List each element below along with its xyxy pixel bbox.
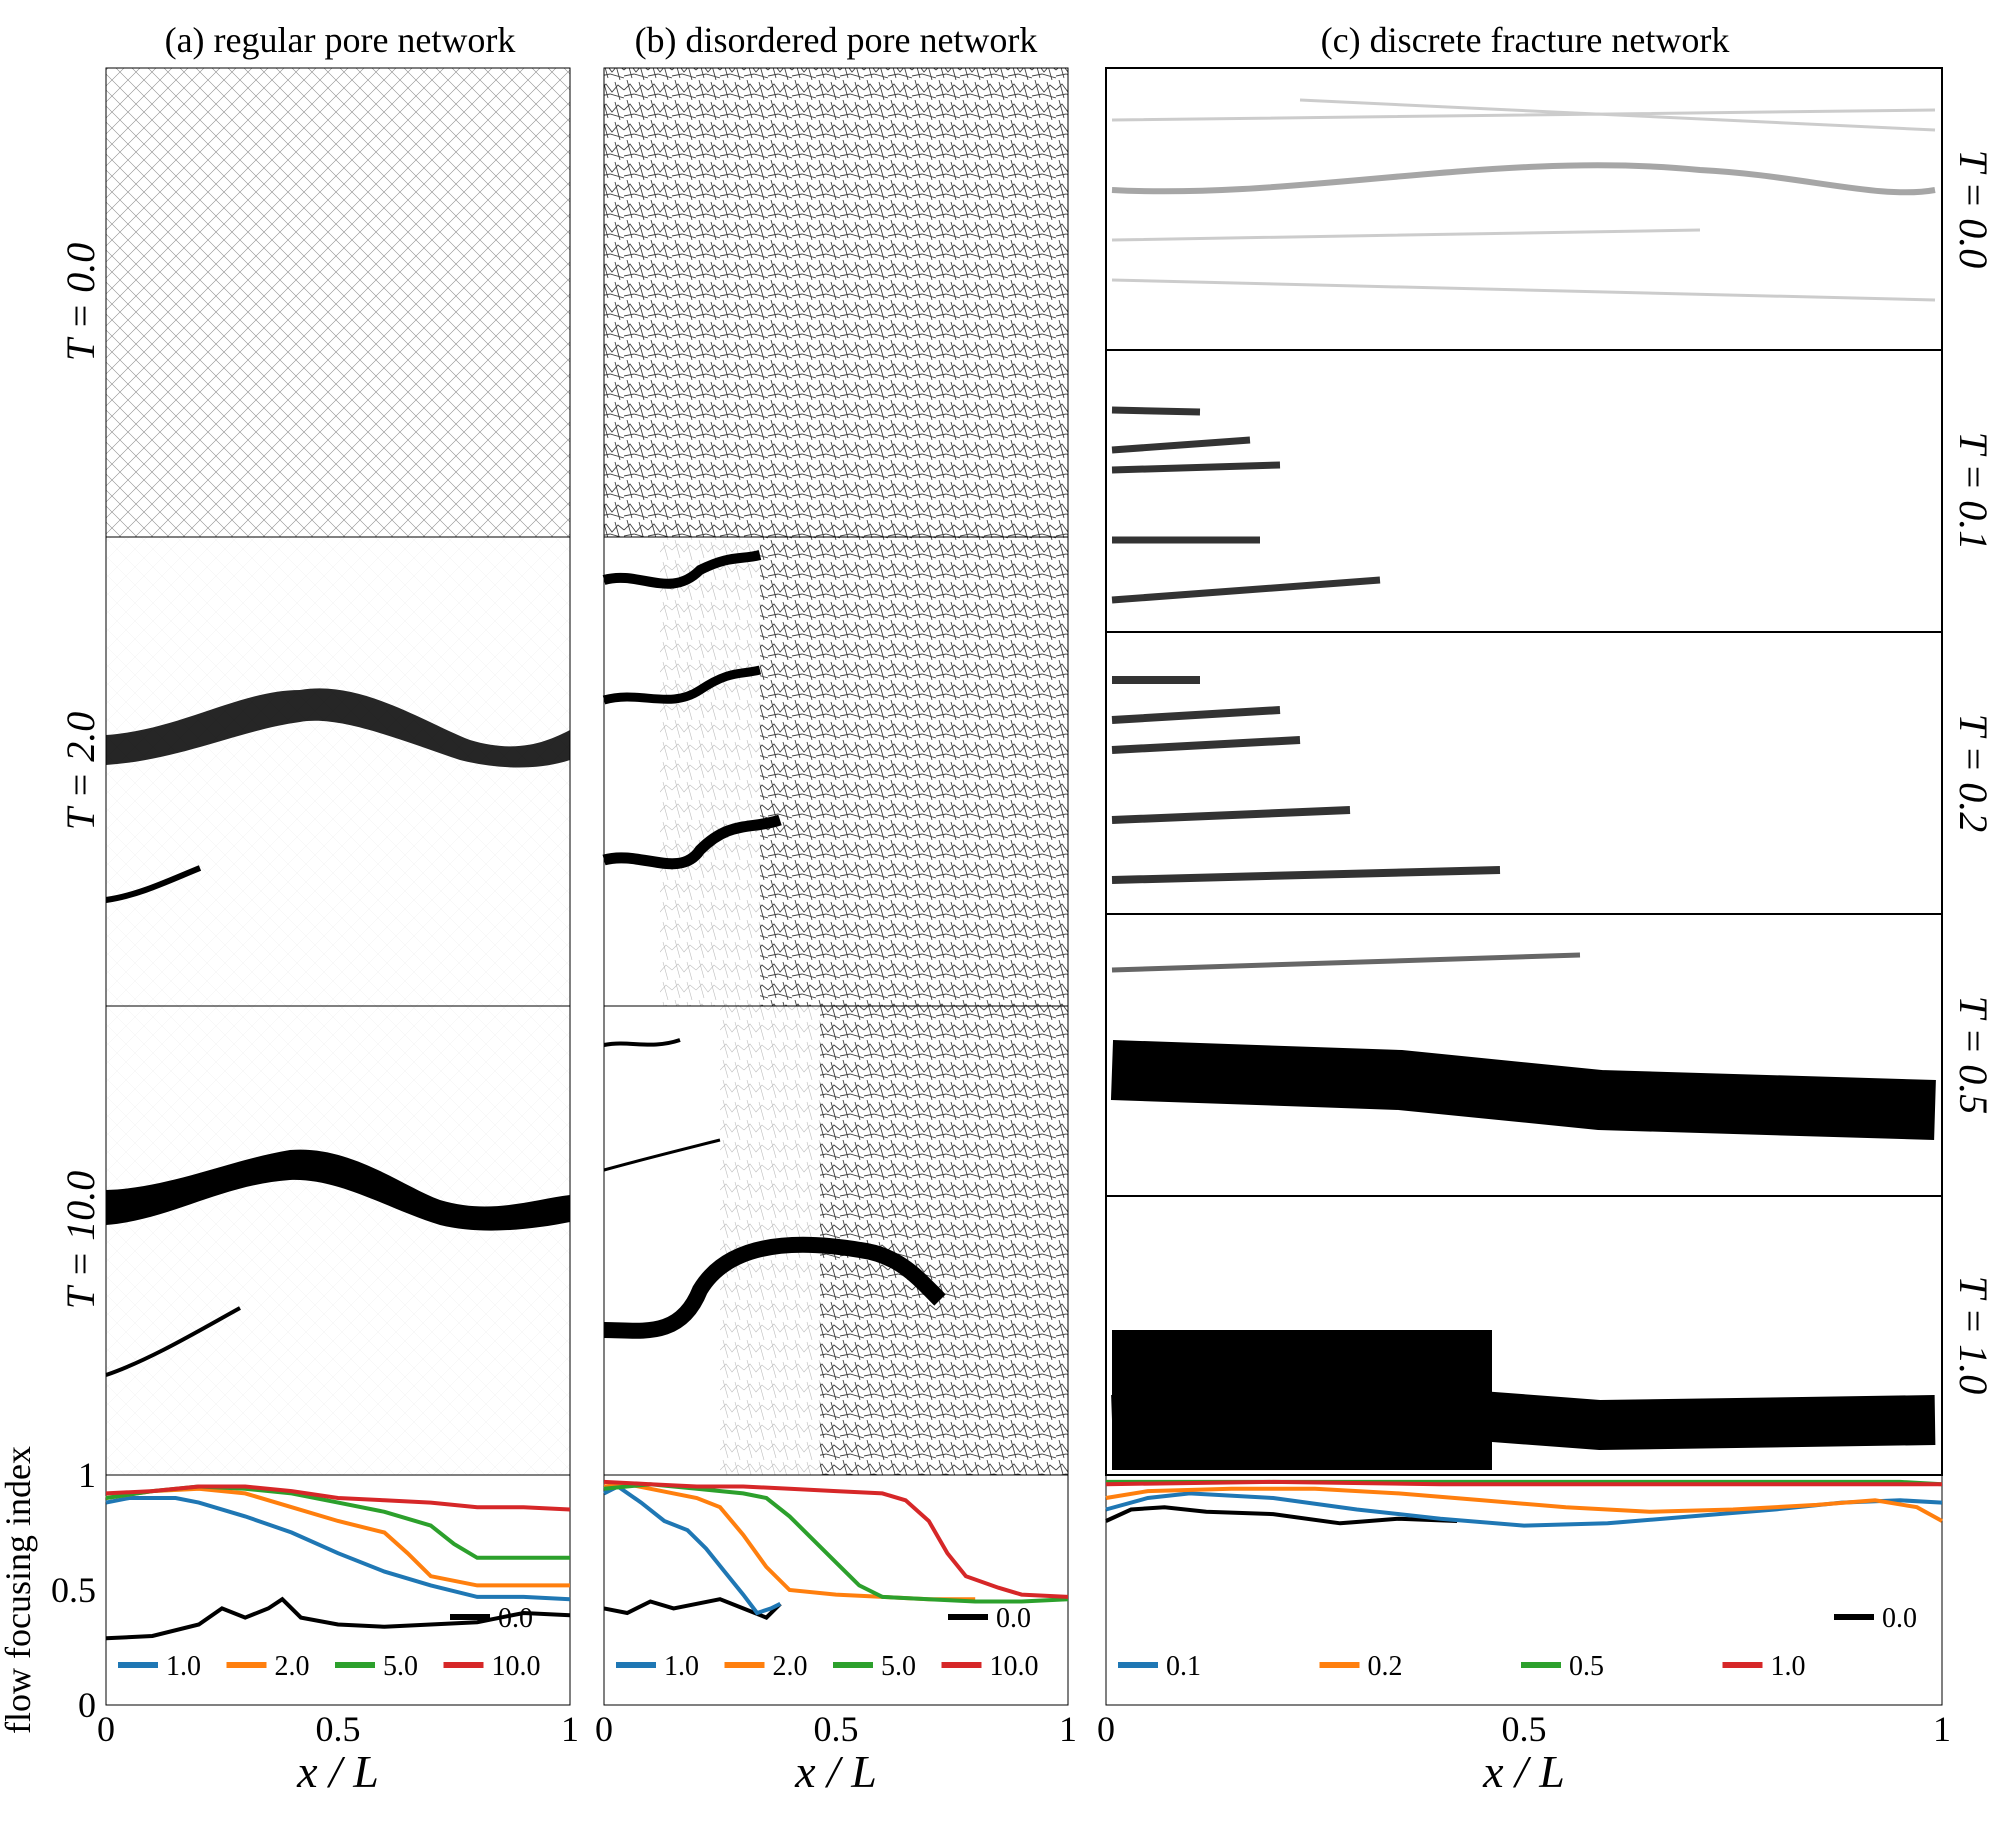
legend-label-c-0: 0.0 (1882, 1603, 1917, 1634)
series-line-a-4 (105, 1484, 571, 1512)
x-axis-label-a: x / L (296, 1746, 379, 1797)
row-label-a-1: T = 2.0 (58, 712, 103, 831)
column-title-b: (b) disordered pore network (635, 20, 1038, 60)
y-tick-0: 0 (78, 1685, 96, 1725)
series-line-a-0 (105, 1596, 571, 1641)
row-label-c-3: T = 0.5 (1951, 996, 1996, 1115)
series-line-b-4 (603, 1479, 1069, 1599)
x-tick-a-1: 0.5 (316, 1709, 361, 1749)
panel-b-t0 (603, 67, 1069, 538)
series-line-a-1 (105, 1496, 571, 1602)
panel-c-images (1105, 67, 1943, 1476)
panel-a-t10 (105, 1005, 571, 1476)
legend-label-b-1: 1.0 (664, 1651, 699, 1682)
legend-label-a-1: 1.0 (166, 1651, 201, 1682)
row-label-a-0: T = 0.0 (58, 243, 103, 362)
row-label-c-4: T = 1.0 (1951, 1276, 1996, 1395)
legend-label-c-2: 0.2 (1368, 1651, 1403, 1682)
series-line-c-2 (1105, 1486, 1943, 1523)
y-tick-2: 1 (78, 1455, 96, 1495)
legend-label-a-2: 2.0 (275, 1651, 310, 1682)
row-label-a-2: T = 10.0 (58, 1171, 103, 1310)
legend-label-b-4: 10.0 (990, 1651, 1039, 1682)
row-labels-a: T = 0.0 T = 2.0 T = 10.0 (58, 243, 103, 1310)
legend-label-b-3: 5.0 (881, 1651, 916, 1682)
series-line-c-1 (1105, 1491, 1943, 1528)
x-tick-c-2: 1 (1933, 1709, 1951, 1749)
column-title-c: (c) discrete fracture network (1321, 20, 1730, 60)
row-label-c-2: T = 0.2 (1951, 714, 1996, 833)
legend-label-c-4: 1.0 (1771, 1651, 1806, 1682)
series-line-c-0 (1105, 1505, 1458, 1526)
x-tick-c-1: 0.5 (1502, 1709, 1547, 1749)
chart-b-frame (603, 1474, 1069, 1706)
row-labels-c: T = 0.0 T = 0.1 T = 0.2 T = 0.5 T = 1.0 (1951, 150, 1996, 1395)
legend-label-b-2: 2.0 (773, 1651, 808, 1682)
panel-b-images (602, 67, 1069, 1476)
x-axis-label-b: x / L (794, 1746, 877, 1797)
y-tick-1: 0.5 (51, 1570, 96, 1610)
x-tick-a-0: 0 (97, 1709, 115, 1749)
legend-label-a-0: 0.0 (498, 1603, 533, 1634)
y-axis-label: flow focusing index (0, 1446, 38, 1734)
chart-a-frame (105, 1474, 571, 1706)
x-tick-b-0: 0 (595, 1709, 613, 1749)
panel-c-t02 (1105, 631, 1943, 915)
legend-label-b-0: 0.0 (996, 1603, 1031, 1634)
series-line-c-4 (1105, 1479, 1942, 1487)
x-axis-label-c: x / L (1482, 1746, 1565, 1797)
panel-c-t0 (1105, 67, 1943, 351)
legend-label-a-4: 10.0 (492, 1651, 541, 1682)
x-tick-a-2: 1 (561, 1709, 579, 1749)
x-tick-b-2: 1 (1059, 1709, 1077, 1749)
panel-a-t2-channel (106, 688, 570, 768)
row-label-c-1: T = 0.1 (1951, 432, 1996, 551)
x-tick-b-1: 0.5 (814, 1709, 859, 1749)
legend-label-c-1: 0.1 (1166, 1651, 1201, 1682)
panel-a-images (105, 67, 571, 1476)
panel-a-t10-channel (106, 1149, 570, 1231)
charts-layer: 0 0.5 1x / L00.510.01.0 2.0 5.0 10.00 0.5 1x / … (51, 1455, 1951, 1797)
panel-a-t2 (105, 536, 571, 1007)
panel-a-t0 (105, 67, 571, 538)
column-title-a: (a) regular pore network (165, 20, 516, 60)
x-tick-c-0: 0 (1097, 1709, 1115, 1749)
row-label-c-0: T = 0.0 (1951, 150, 1996, 269)
panel-c-t01 (1105, 349, 1943, 633)
legend-label-a-3: 5.0 (383, 1651, 418, 1682)
legend-label-c-3: 0.5 (1569, 1651, 1604, 1682)
series-line-b-2 (603, 1482, 976, 1602)
chart-c-frame (1105, 1474, 1943, 1706)
series-line-b-3 (603, 1482, 1069, 1604)
series-line-b-1 (603, 1484, 782, 1616)
